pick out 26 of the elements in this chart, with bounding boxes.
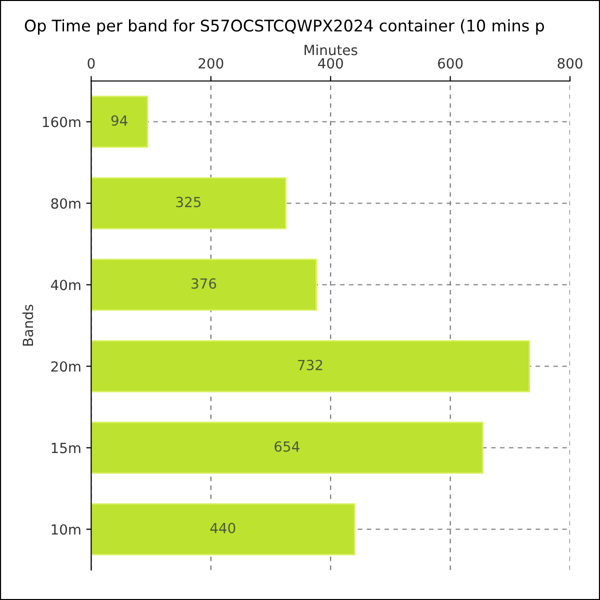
y-tick-label: 40m [50,280,80,290]
y-tick-label: 20m [51,361,80,372]
y-tick-label: 15m [52,442,80,454]
bar [91,340,530,392]
data-label: 732 [298,360,322,370]
x-tick-label: 800 [558,58,582,69]
bar [91,96,148,148]
data-label: 94 [111,115,128,126]
bar [91,177,286,230]
data-label: 654 [274,441,300,452]
y-tick-label: 10m [52,524,80,535]
data-label: 440 [210,522,236,534]
chart-title: Op Time per band for S57OCSTCQWPX2024 container (10 mins p [24,19,544,35]
bar [91,503,356,556]
x-tick-label: 0 [88,58,95,69]
bar [91,422,484,474]
y-tick-label: 80m [51,198,80,209]
x-tick-label: 400 [318,58,343,69]
data-label: 376 [192,278,216,289]
y-tick-label: 160m [42,116,80,128]
x-tick-label: 200 [198,58,224,69]
bar [91,258,317,311]
x-axis-title: Minutes [304,44,358,56]
data-label: 325 [176,196,200,208]
x-tick-label: 600 [438,58,463,69]
y-axis-title: Bands [22,304,34,346]
